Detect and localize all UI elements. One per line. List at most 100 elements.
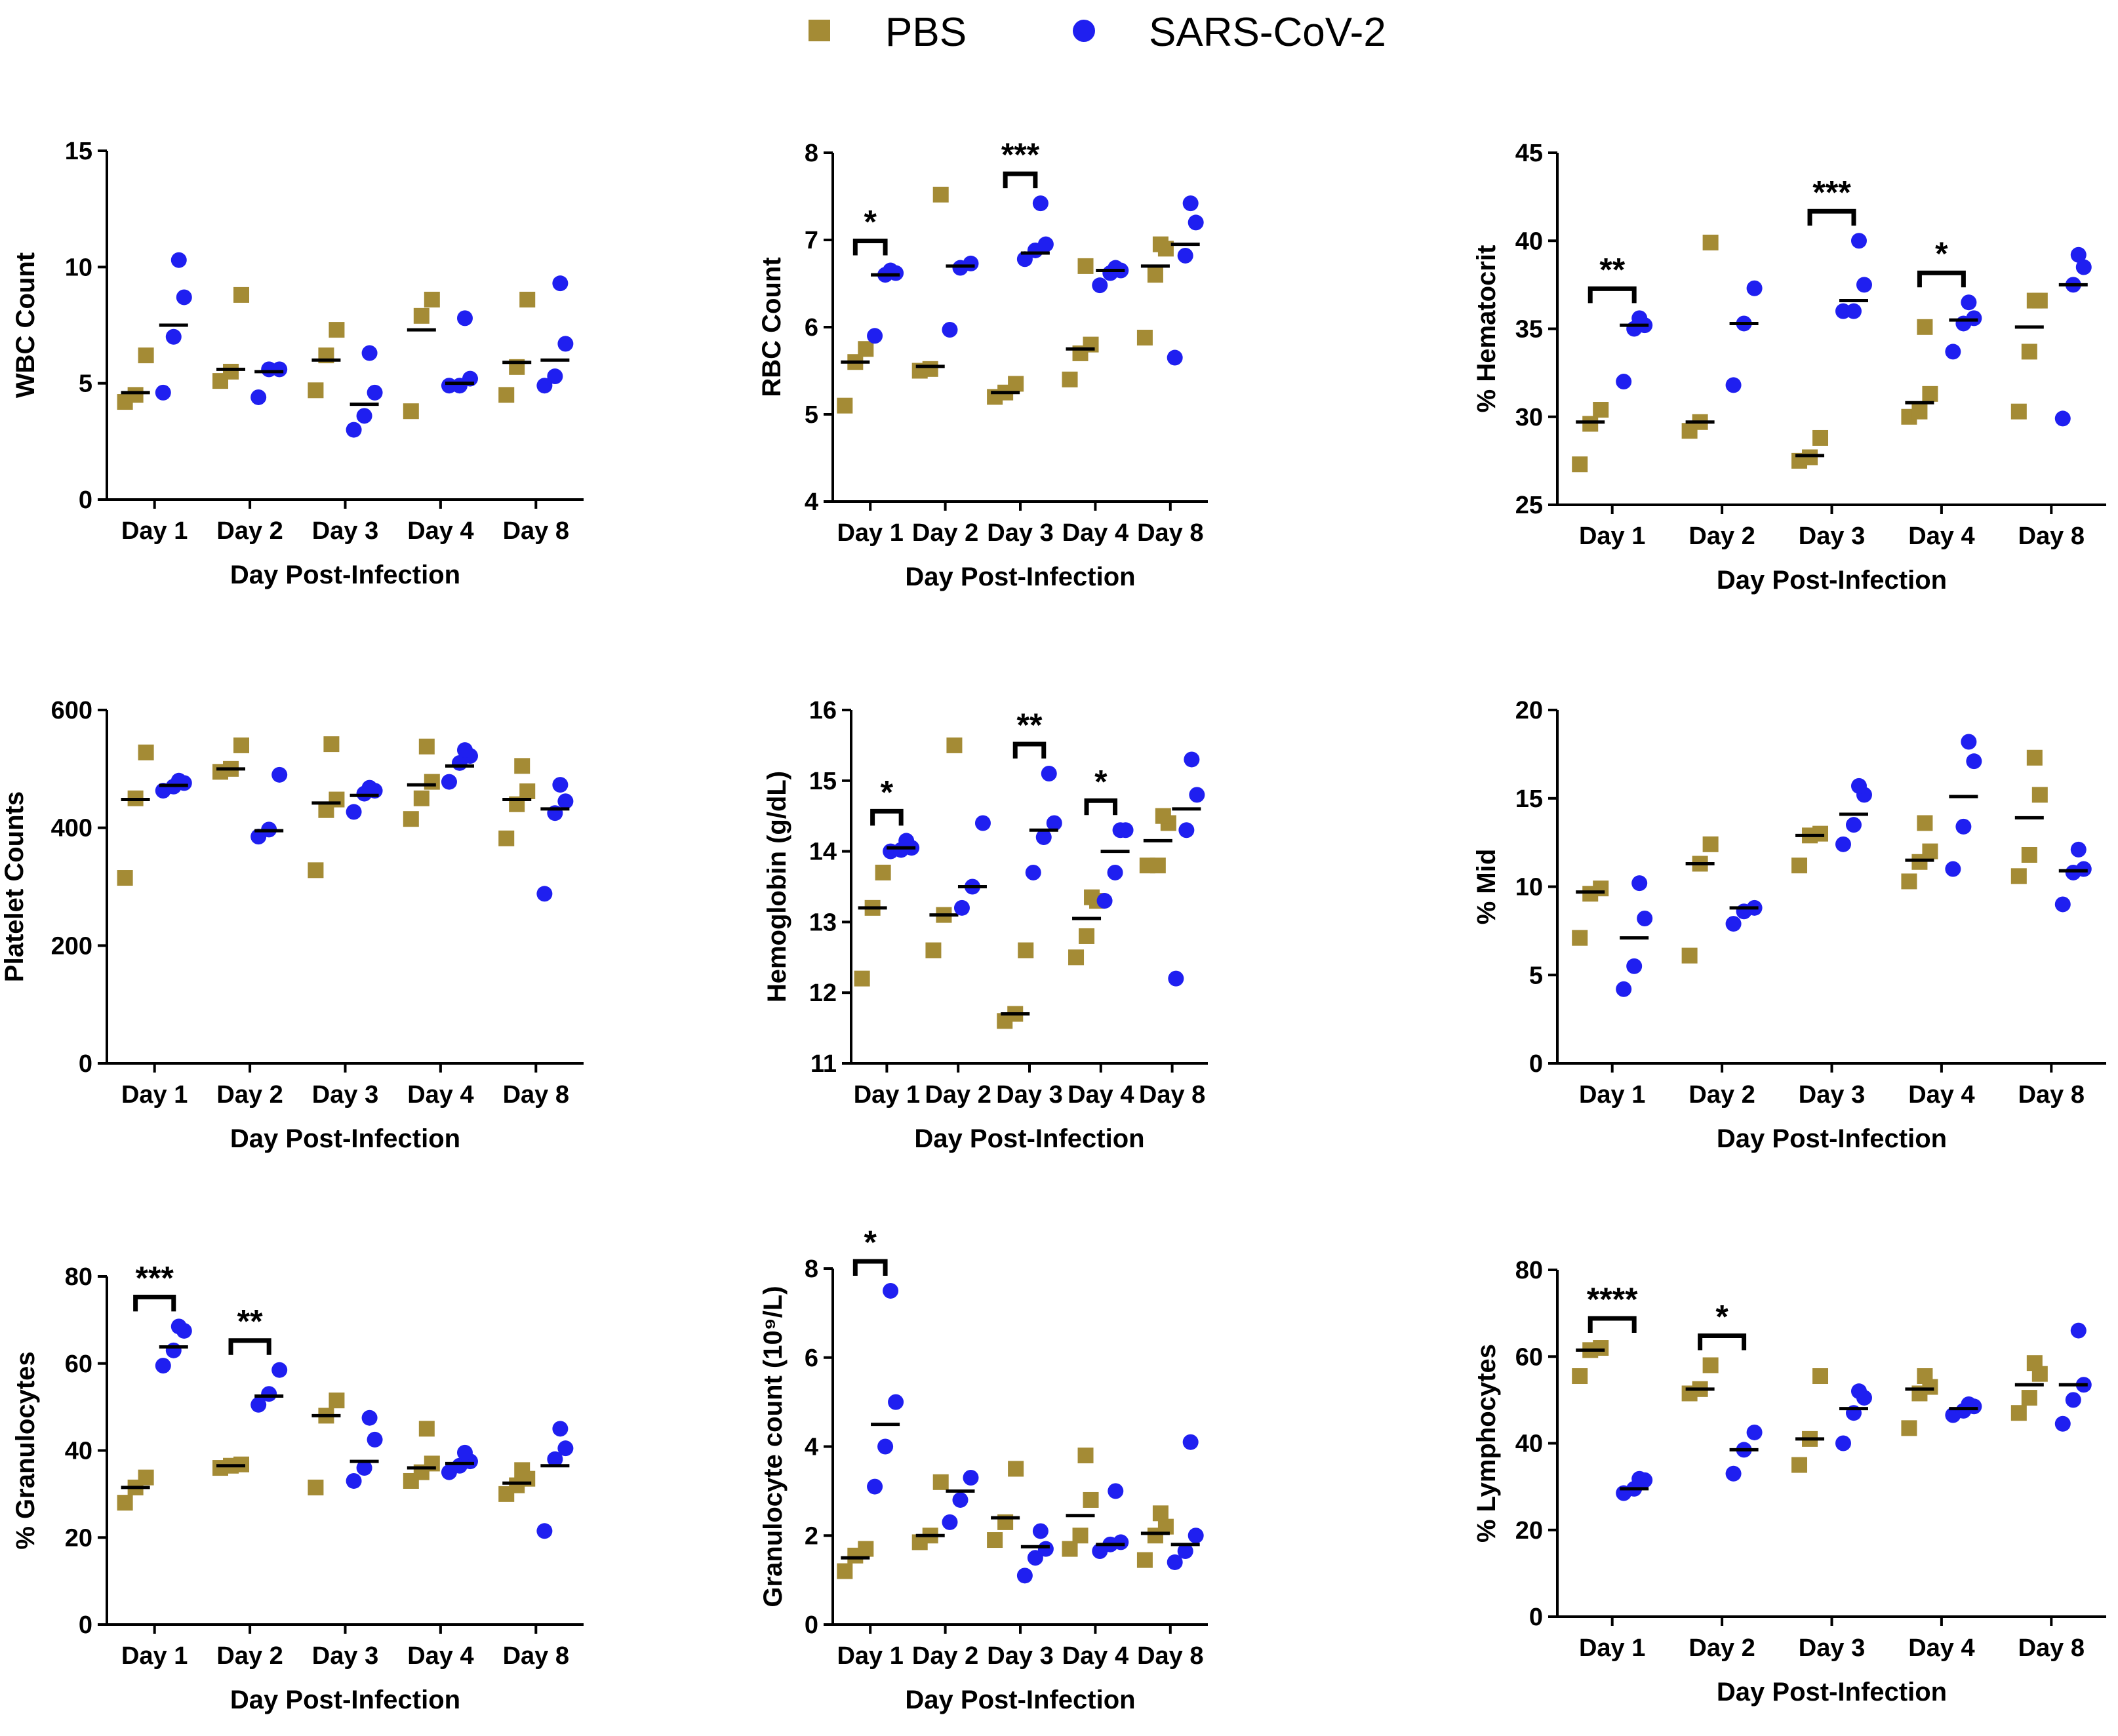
pbs-point	[2026, 749, 2043, 766]
sars-point	[1616, 374, 1632, 390]
y-tick-label: 4	[805, 488, 818, 516]
sars-point	[155, 384, 171, 401]
pbs-point	[329, 1392, 345, 1409]
pbs-point	[223, 363, 239, 380]
x-tick-label: Day 8	[1139, 1081, 1205, 1109]
sars-point	[898, 833, 915, 849]
significance-bracket	[1807, 208, 1856, 226]
sars-point	[1041, 766, 1057, 782]
sars-point	[557, 1440, 574, 1457]
sars-point	[1113, 1534, 1129, 1550]
pbs-point	[1702, 836, 1719, 852]
sars-point	[441, 774, 457, 790]
x-axis-title: Day Post-Infection	[905, 1686, 1135, 1714]
pbs-point	[233, 737, 250, 753]
pbs-point	[946, 737, 963, 753]
x-tick-label: Day 3	[996, 1081, 1062, 1109]
sars-point	[261, 1386, 277, 1402]
sars-point	[557, 793, 574, 810]
pbs-point	[2031, 787, 2048, 803]
y-tick-label: 15	[1515, 785, 1543, 813]
sars-point	[883, 1282, 899, 1299]
sars-point	[1032, 195, 1049, 212]
sars-point	[963, 1470, 979, 1486]
significance-label: ***	[1812, 174, 1851, 210]
legend-pbs-marker	[809, 20, 830, 41]
y-tick-label: 60	[65, 1351, 92, 1378]
panel-4: 0 200 400 600 Day 1 Day 2 Day 3 Day 4 Day 8 Day P…	[0, 697, 584, 1153]
sars-point	[1961, 734, 1977, 750]
pbs-point	[403, 403, 419, 420]
significance-bracket	[852, 239, 888, 256]
pbs-point	[413, 307, 430, 324]
sars-point	[547, 1451, 563, 1467]
y-tick-label: 30	[1515, 404, 1543, 431]
y-tick-label: 5	[805, 401, 818, 429]
significance-bracket	[852, 1259, 888, 1276]
significance-label: *	[864, 1224, 877, 1261]
significance-bracket	[1003, 171, 1038, 189]
pbs-point	[858, 1541, 874, 1557]
sars-point	[1188, 1528, 1204, 1544]
sars-point	[1037, 236, 1054, 252]
x-tick-label: Day 2	[216, 1642, 283, 1670]
x-tick-label: Day 8	[2018, 523, 2085, 550]
pbs-point	[308, 862, 324, 878]
sars-point	[1108, 260, 1124, 276]
x-tick-label: Day 3	[312, 517, 378, 545]
pbs-point	[1812, 825, 1829, 842]
x-axis-title: Day Post-Infection	[1717, 1678, 1947, 1706]
x-tick-label: Day 1	[1579, 523, 1645, 550]
y-tick-label: 20	[1515, 697, 1543, 724]
sars-point	[1966, 753, 1982, 770]
sars-point	[176, 289, 192, 306]
y-tick-label: 60	[1515, 1343, 1543, 1371]
x-tick-label: Day 4	[1908, 1634, 1974, 1662]
x-tick-label: Day 3	[1799, 1634, 1865, 1662]
sars-point	[1108, 1483, 1124, 1499]
pbs-point	[1802, 449, 1818, 465]
sars-point	[1637, 911, 1653, 927]
sars-point	[1835, 1435, 1851, 1451]
sars-point	[552, 275, 569, 292]
x-tick-label: Day 1	[121, 1642, 188, 1670]
sars-point	[942, 1514, 958, 1530]
sars-point	[346, 804, 362, 820]
x-tick-label: Day 2	[1688, 1634, 1755, 1662]
panel-6: 0 5 10 15 20 Day 1 Day 2 Day 3 Day 4 Day 8 Day Pos…	[1472, 697, 2106, 1153]
pbs-point	[519, 783, 536, 799]
y-tick-label: 5	[1529, 962, 1543, 989]
sars-point	[1016, 251, 1033, 267]
x-axis-title: Day Post-Infection	[230, 1124, 460, 1153]
pbs-point	[2026, 292, 2043, 309]
pbs-point	[2010, 868, 2027, 884]
sars-point	[361, 779, 378, 796]
significance-bracket	[1012, 741, 1047, 759]
y-tick-label: 7	[805, 227, 818, 254]
y-tick-label: 600	[51, 697, 92, 724]
sars-point	[356, 408, 372, 424]
sars-point	[1835, 836, 1851, 852]
x-tick-label: Day 4	[407, 1081, 473, 1109]
sars-point	[271, 361, 288, 378]
sars-point	[2065, 1392, 2081, 1408]
pbs-point	[854, 970, 870, 987]
pbs-point	[323, 736, 340, 753]
sars-point	[2070, 841, 2087, 858]
y-tick-label: 8	[805, 1255, 818, 1283]
sars-point	[1182, 195, 1199, 212]
x-axis-title: Day Post-Infection	[230, 561, 460, 589]
y-axis-title: Hemoglobin (g/dL)	[763, 771, 791, 1002]
pbs-point	[858, 341, 874, 357]
sars-point	[1725, 1465, 1742, 1482]
pbs-point	[1812, 1368, 1829, 1385]
pbs-point	[117, 1495, 133, 1511]
sars-point	[1961, 294, 1977, 311]
sars-point	[1167, 349, 1183, 366]
y-tick-label: 35	[1515, 316, 1543, 344]
x-tick-label: Day 8	[503, 517, 569, 545]
x-tick-label: Day 1	[121, 517, 188, 545]
